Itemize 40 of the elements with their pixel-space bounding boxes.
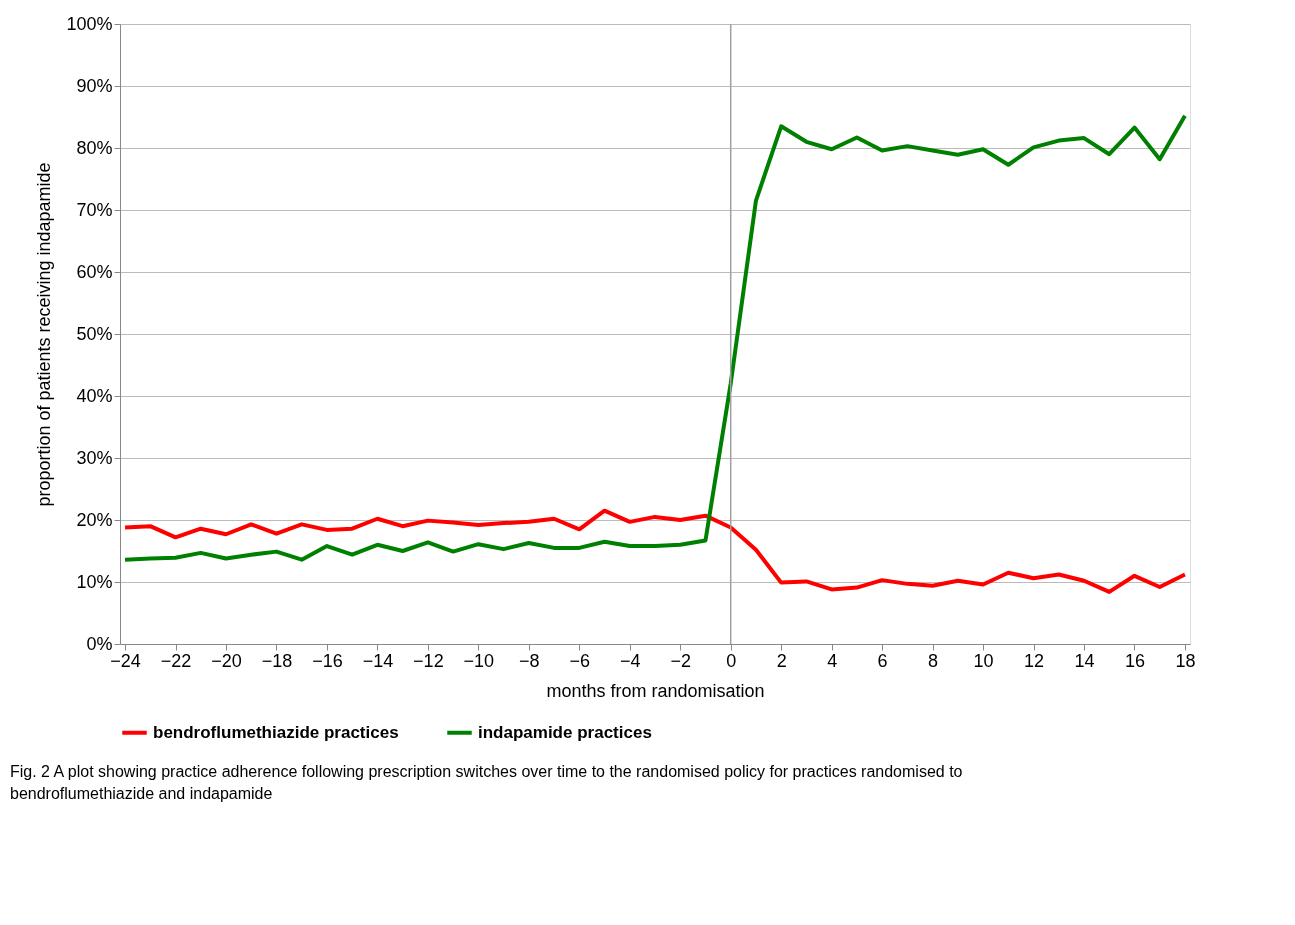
- y-tick-label: 10%: [76, 571, 113, 592]
- y-tick-label: 70%: [76, 199, 113, 220]
- x-tick-label: 12: [1024, 650, 1045, 671]
- line-series: [123, 508, 1187, 594]
- x-axis-title: months from randomisation: [546, 680, 765, 701]
- x-tick-label: 0: [726, 650, 737, 671]
- y-tick-label: 90%: [76, 75, 113, 96]
- y-tick-label: 40%: [76, 385, 113, 406]
- x-tick-label: −6: [569, 650, 591, 671]
- x-tick-label: −22: [160, 650, 192, 671]
- y-axis-title: proportion of patients receiving indapamide: [34, 162, 55, 507]
- x-tick-label: −10: [463, 650, 495, 671]
- x-tick-label: −14: [362, 650, 394, 671]
- y-tick-label: 0%: [86, 633, 113, 654]
- legend-label: bendroflumethiazide practices: [153, 722, 399, 742]
- x-tick-label: 10: [973, 650, 994, 671]
- x-tick-label: 6: [877, 650, 888, 671]
- x-tick-label: 2: [776, 650, 787, 671]
- x-tick-label: −16: [312, 650, 343, 671]
- line-series: [123, 113, 1187, 562]
- y-tick-label: 30%: [76, 447, 113, 468]
- y-tick-label: 100%: [66, 13, 113, 34]
- y-tick-label: 50%: [76, 323, 113, 344]
- x-tick-label: −2: [670, 650, 691, 671]
- y-tick-label: 20%: [76, 509, 113, 530]
- x-tick-label: −18: [261, 650, 293, 671]
- y-tick-label: 60%: [76, 261, 113, 282]
- y-tick-label: 80%: [76, 137, 113, 158]
- x-tick-label: 4: [827, 650, 838, 671]
- x-tick-label: 16: [1124, 650, 1145, 671]
- x-tick-label: −12: [413, 650, 444, 671]
- x-tick-label: −20: [211, 650, 242, 671]
- x-tick-label: −8: [519, 650, 540, 671]
- x-tick-label: −24: [110, 650, 141, 671]
- x-tick-label: 18: [1175, 650, 1196, 671]
- x-tick-label: −4: [620, 650, 641, 671]
- x-tick-label: 8: [928, 650, 939, 671]
- x-tick-label: 14: [1074, 650, 1095, 671]
- legend-label: indapamide practices: [478, 722, 652, 742]
- caption: Fig. 2 A plot showing practice adherence following prescription switches over time to the randomised policy for practices randomised to bendroflumethiazide and indapamide: [10, 763, 963, 802]
